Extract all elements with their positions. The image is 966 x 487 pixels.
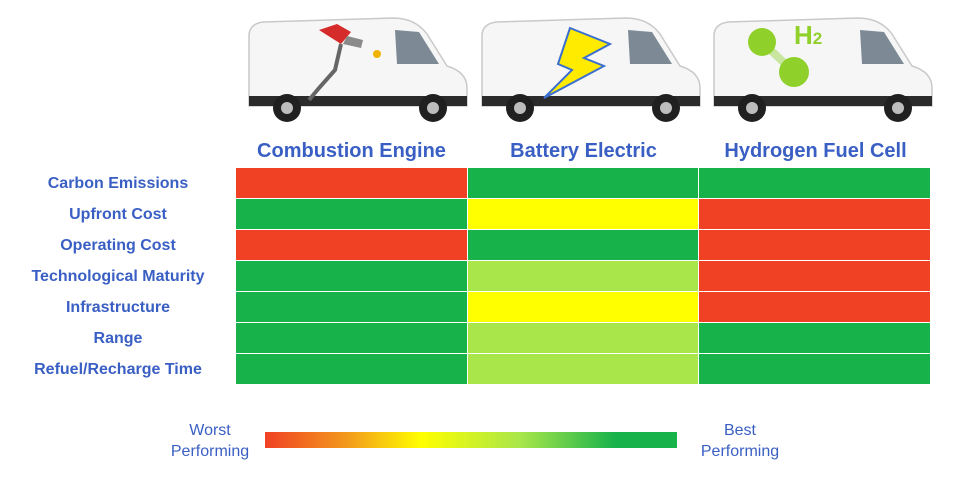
column-header-battery-electric: Battery Electric: [510, 140, 657, 162]
heatmap-cell: [236, 323, 468, 354]
row-label-refuel-recharge-time: Refuel/Recharge Time: [34, 361, 202, 378]
legend-worst-label: Worst Performing: [170, 422, 250, 460]
heatmap-cell: [467, 323, 700, 354]
heatmap-cell: [467, 230, 700, 261]
legend-gradient-bar: [265, 432, 677, 448]
heatmap-cell: [467, 168, 700, 199]
comparison-heatmap: [236, 168, 931, 385]
fuel-nozzle-icon: [307, 24, 381, 102]
heatmap-cell: [467, 354, 700, 385]
heatmap-cell: [236, 261, 468, 292]
row-label-carbon-emissions: Carbon Emissions: [47, 175, 189, 192]
column-header-combustion-engine: Combustion Engine: [257, 140, 446, 162]
van-combustion: [243, 8, 471, 126]
van-hydrogen: H2: [708, 8, 936, 126]
heatmap-cell: [236, 230, 468, 261]
row-label-range: Range: [93, 330, 143, 347]
row-label-infrastructure: Infrastructure: [65, 299, 171, 316]
heatmap-cell: [467, 292, 700, 323]
heatmap-cell: [699, 323, 931, 354]
heatmap-cell: [699, 230, 931, 261]
heatmap-cell: [699, 199, 931, 230]
van-battery: [476, 8, 704, 126]
heatmap-cell: [699, 292, 931, 323]
heatmap-cell: [467, 261, 700, 292]
h2-label: H2: [794, 20, 823, 50]
heatmap-cell: [236, 354, 468, 385]
row-label-operating-cost: Operating Cost: [60, 237, 176, 254]
legend-best-label: Best Performing: [700, 422, 780, 460]
heatmap-cell: [467, 199, 700, 230]
heatmap-cell: [236, 199, 468, 230]
lightning-bolt-icon: [543, 26, 613, 99]
column-header-hydrogen-fuel-cell: Hydrogen Fuel Cell: [724, 140, 907, 162]
h2-molecule-icon: [748, 28, 809, 87]
heatmap-cell: [699, 261, 931, 292]
heatmap-cell: [699, 168, 931, 199]
row-label-technological-maturity: Technological Maturity: [31, 268, 205, 285]
heatmap-cell: [236, 168, 468, 199]
row-label-upfront-cost: Upfront Cost: [69, 206, 167, 223]
heatmap-cell: [236, 292, 468, 323]
heatmap-cell: [699, 354, 931, 385]
